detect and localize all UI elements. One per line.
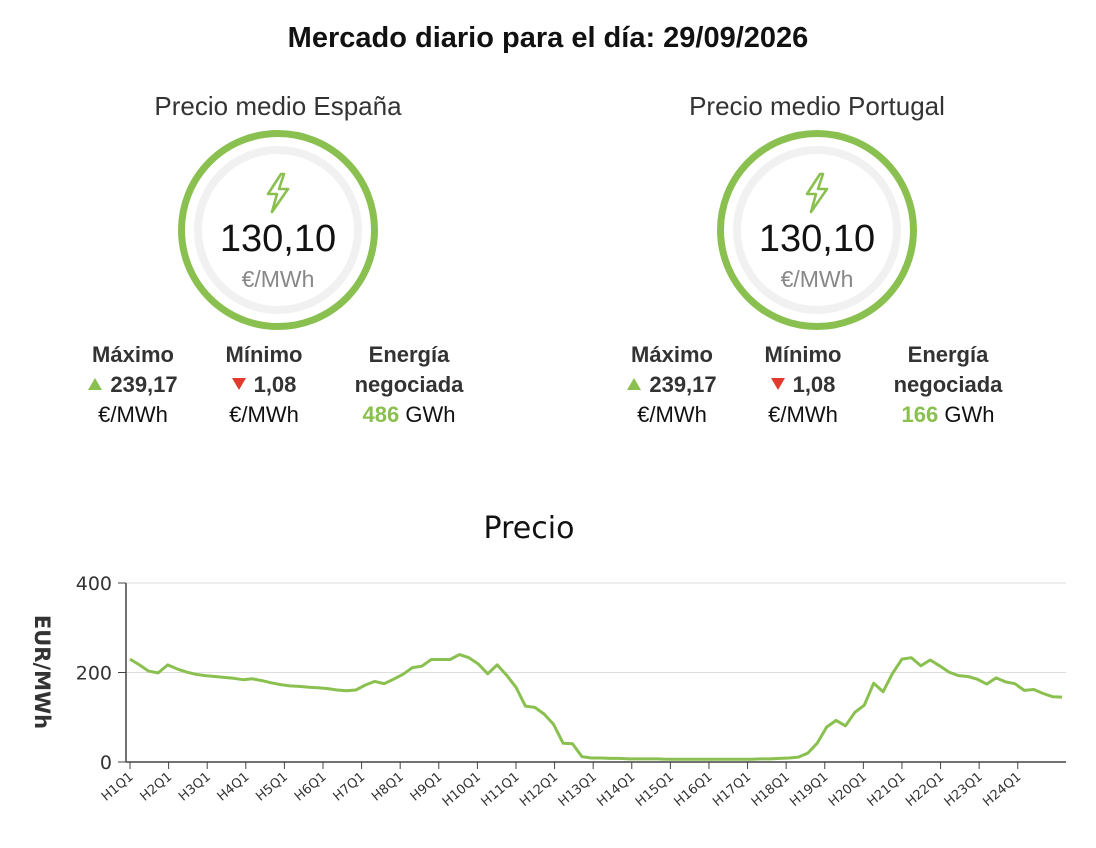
max-label: Máximo [631,342,713,367]
x-tick-label: H18Q1 [749,770,793,810]
x-tick-label: H24Q1 [980,770,1024,810]
y-tick-label: 0 [100,752,112,774]
portugal-average-price-unit: €/MWh [780,266,854,292]
x-tick-label: H8Q1 [369,770,407,805]
x-tick-label: H20Q1 [826,770,870,810]
min-label: Mínimo [764,342,842,367]
min-label: Mínimo [225,342,303,367]
x-tick-label: H4Q1 [215,770,253,805]
max-value: 239,17 [110,372,178,397]
min-value: 1,08 [253,372,297,397]
lightning-bolt-icon [266,172,290,214]
spain-max-stat: Máximo 239,17 €/MWh [68,340,198,430]
x-tick-label: H13Q1 [556,770,600,810]
x-tick-label: H3Q1 [176,770,214,805]
gauge-inner-ring [194,146,362,314]
x-tick-label: H5Q1 [253,770,291,805]
x-tick-label: H21Q1 [865,770,909,810]
grid-lines [118,582,1066,763]
energy-label-line2: negociada [893,372,1003,397]
gauge-inner-ring [733,146,901,314]
y-tick-label: 200 [76,663,112,685]
portugal-average-price: 130,10 [758,218,876,260]
x-tick-label: H6Q1 [292,770,330,805]
portugal-max-stat: Máximo 239,17 €/MWh [607,340,737,430]
energy-label-line1: Energía [368,342,450,367]
x-tick-label: H2Q1 [138,770,176,805]
x-tick-label: H22Q1 [903,770,947,810]
spain-energy-stat: Energía negociada 486 GWh [334,340,484,430]
spain-average-price-unit: €/MWh [241,266,315,292]
x-tick-label: H7Q1 [331,770,369,805]
x-tick-labels: H1Q1 H2Q1 H3Q1 H4Q1 H5Q1 H6Q1 H7Q1 H8Q1 H9Q1H10Q… [99,762,1024,810]
energy-label-line1: Energía [907,342,989,367]
max-unit: €/MWh [98,402,168,427]
arrow-down-icon [231,378,246,390]
arrow-up-icon [627,378,642,390]
series-layer [129,653,1063,761]
portugal-stats: Máximo 239,17 €/MWh Mínimo 1,08 €/MWh En… [557,340,1077,440]
max-unit: €/MWh [637,402,707,427]
x-tick-label: H14Q1 [594,770,638,810]
spain-average-price: 130,10 [219,218,337,260]
price-series-line [129,653,1063,761]
x-tick-label: H17Q1 [710,770,754,810]
portugal-price-gauge: 130,10 €/MWh [717,130,917,330]
energy-unit: GWh [944,402,995,427]
x-tick-label: H12Q1 [517,770,561,810]
spain-summary-panel: Precio medio España 130,10 €/MWh Máximo … [18,88,538,440]
max-value: 239,17 [649,372,717,397]
spain-panel-title: Precio medio España [154,91,402,121]
spain-stats: Máximo 239,17 €/MWh Mínimo 1,08 €/MWh En… [18,340,538,440]
portugal-min-stat: Mínimo 1,08 €/MWh [743,340,863,430]
energy-label-line2: negociada [354,372,464,397]
portugal-panel-title: Precio medio Portugal [689,91,945,121]
y-tick-label: 400 [76,573,112,595]
x-tick-label: H23Q1 [942,770,986,810]
x-tick-label: H10Q1 [440,770,484,810]
arrow-up-icon [88,378,103,390]
portugal-energy-stat: Energía negociada 166 GWh [873,340,1023,430]
arrow-down-icon [770,378,785,390]
max-label: Máximo [92,342,174,367]
energy-value: 166 [901,402,939,427]
min-value: 1,08 [792,372,836,397]
chart-title: Precio [484,511,575,546]
min-unit: €/MWh [768,402,838,427]
energy-value: 486 [362,402,400,427]
x-tick-label: H11Q1 [479,770,523,810]
page-title: Mercado diario para el día: 29/09/2026 [287,22,809,54]
x-tick-label: H19Q1 [787,770,831,810]
spain-price-gauge: 130,10 €/MWh [178,130,378,330]
min-unit: €/MWh [229,402,299,427]
energy-unit: GWh [405,402,456,427]
x-tick-label: H1Q1 [99,770,137,805]
y-tick-labels: 0 200 400 [76,573,112,774]
y-axis-label: EUR/MWh [30,615,54,729]
spain-min-stat: Mínimo 1,08 €/MWh [204,340,324,430]
lightning-bolt-icon [805,172,829,214]
portugal-summary-panel: Precio medio Portugal 130,10 €/MWh Máxim… [557,88,1077,440]
x-tick-label: H16Q1 [672,770,716,810]
x-tick-label: H15Q1 [633,770,677,810]
